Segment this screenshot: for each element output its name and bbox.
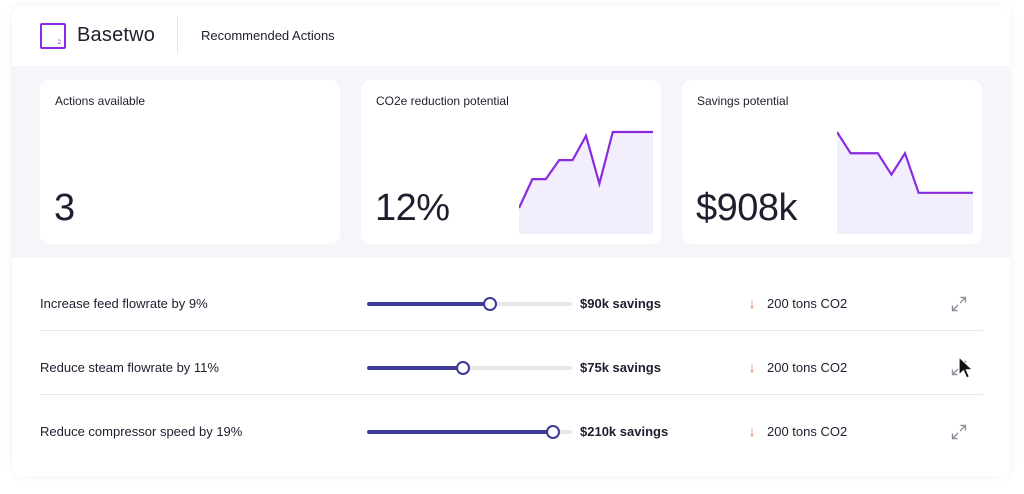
logo-glyph: 2 bbox=[57, 40, 61, 46]
action-slider[interactable] bbox=[367, 425, 572, 439]
row-divider bbox=[40, 394, 983, 395]
co2e-sparkline bbox=[519, 130, 653, 234]
basetwo-logo-icon[interactable]: 2 bbox=[40, 23, 66, 49]
arrow-down-icon: ↓ bbox=[748, 296, 756, 311]
action-row[interactable]: Increase feed flowrate by 9% $90k saving… bbox=[40, 272, 983, 336]
slider-thumb[interactable] bbox=[456, 361, 471, 375]
action-row[interactable]: Reduce steam flowrate by 11% $75k saving… bbox=[40, 336, 983, 400]
brand-name[interactable]: Basetwo bbox=[77, 24, 156, 46]
mouse-pointer-icon bbox=[958, 356, 974, 379]
slider-thumb[interactable] bbox=[483, 297, 497, 311]
page-title: Recommended Actions bbox=[201, 28, 335, 43]
savings-value: $75k savings bbox=[580, 360, 661, 375]
expand-icon[interactable] bbox=[951, 424, 967, 440]
top-header: 2 Basetwo Recommended Actions bbox=[12, 6, 1010, 66]
action-row[interactable]: Reduce compressor speed by 19% $210k sav… bbox=[40, 400, 983, 464]
card-value: 3 bbox=[54, 187, 75, 229]
recommended-actions-list: Increase feed flowrate by 9% $90k saving… bbox=[12, 258, 1010, 476]
sparkline-area bbox=[519, 132, 653, 234]
co2e-reduction-card: CO2e reduction potential 12% bbox=[361, 80, 661, 244]
co2-reduction: ↓ 200 tons CO2 bbox=[746, 336, 847, 400]
action-label: Reduce compressor speed by 19% bbox=[40, 424, 243, 439]
header-divider bbox=[177, 16, 178, 54]
savings-value: $210k savings bbox=[580, 424, 669, 439]
slider-fill bbox=[367, 366, 464, 370]
action-label: Increase feed flowrate by 9% bbox=[40, 296, 208, 311]
card-label: Actions available bbox=[55, 94, 146, 108]
row-divider bbox=[40, 330, 983, 331]
sparkline-line bbox=[837, 131, 973, 194]
card-value: $908k bbox=[696, 187, 798, 229]
arrow-down-icon: ↓ bbox=[748, 360, 756, 375]
card-value: 12% bbox=[375, 187, 450, 229]
co2-value: 200 tons CO2 bbox=[767, 360, 848, 375]
arrow-down-icon: ↓ bbox=[748, 424, 756, 439]
sparkline-area bbox=[837, 132, 973, 234]
action-label: Reduce steam flowrate by 11% bbox=[40, 360, 219, 375]
savings-value: $90k savings bbox=[580, 296, 661, 311]
sparkline-line bbox=[519, 130, 653, 209]
savings-sparkline bbox=[837, 131, 973, 234]
action-slider[interactable] bbox=[367, 297, 572, 311]
co2-reduction: ↓ 200 tons CO2 bbox=[746, 400, 847, 464]
slider-fill bbox=[367, 302, 490, 306]
action-slider[interactable] bbox=[367, 361, 572, 375]
co2-value: 200 tons CO2 bbox=[767, 424, 848, 439]
card-label: CO2e reduction potential bbox=[376, 94, 509, 108]
slider-thumb[interactable] bbox=[545, 425, 560, 439]
actions-available-card: Actions available 3 bbox=[40, 80, 340, 244]
savings-potential-card: Savings potential $908k bbox=[682, 80, 982, 244]
card-label: Savings potential bbox=[697, 94, 789, 108]
app-frame: 2 Basetwo Recommended Actions Actions av… bbox=[12, 6, 1010, 476]
slider-fill bbox=[367, 430, 553, 434]
co2-reduction: ↓ 200 tons CO2 bbox=[746, 272, 847, 336]
co2-value: 200 tons CO2 bbox=[767, 296, 848, 311]
expand-icon[interactable] bbox=[951, 296, 967, 312]
